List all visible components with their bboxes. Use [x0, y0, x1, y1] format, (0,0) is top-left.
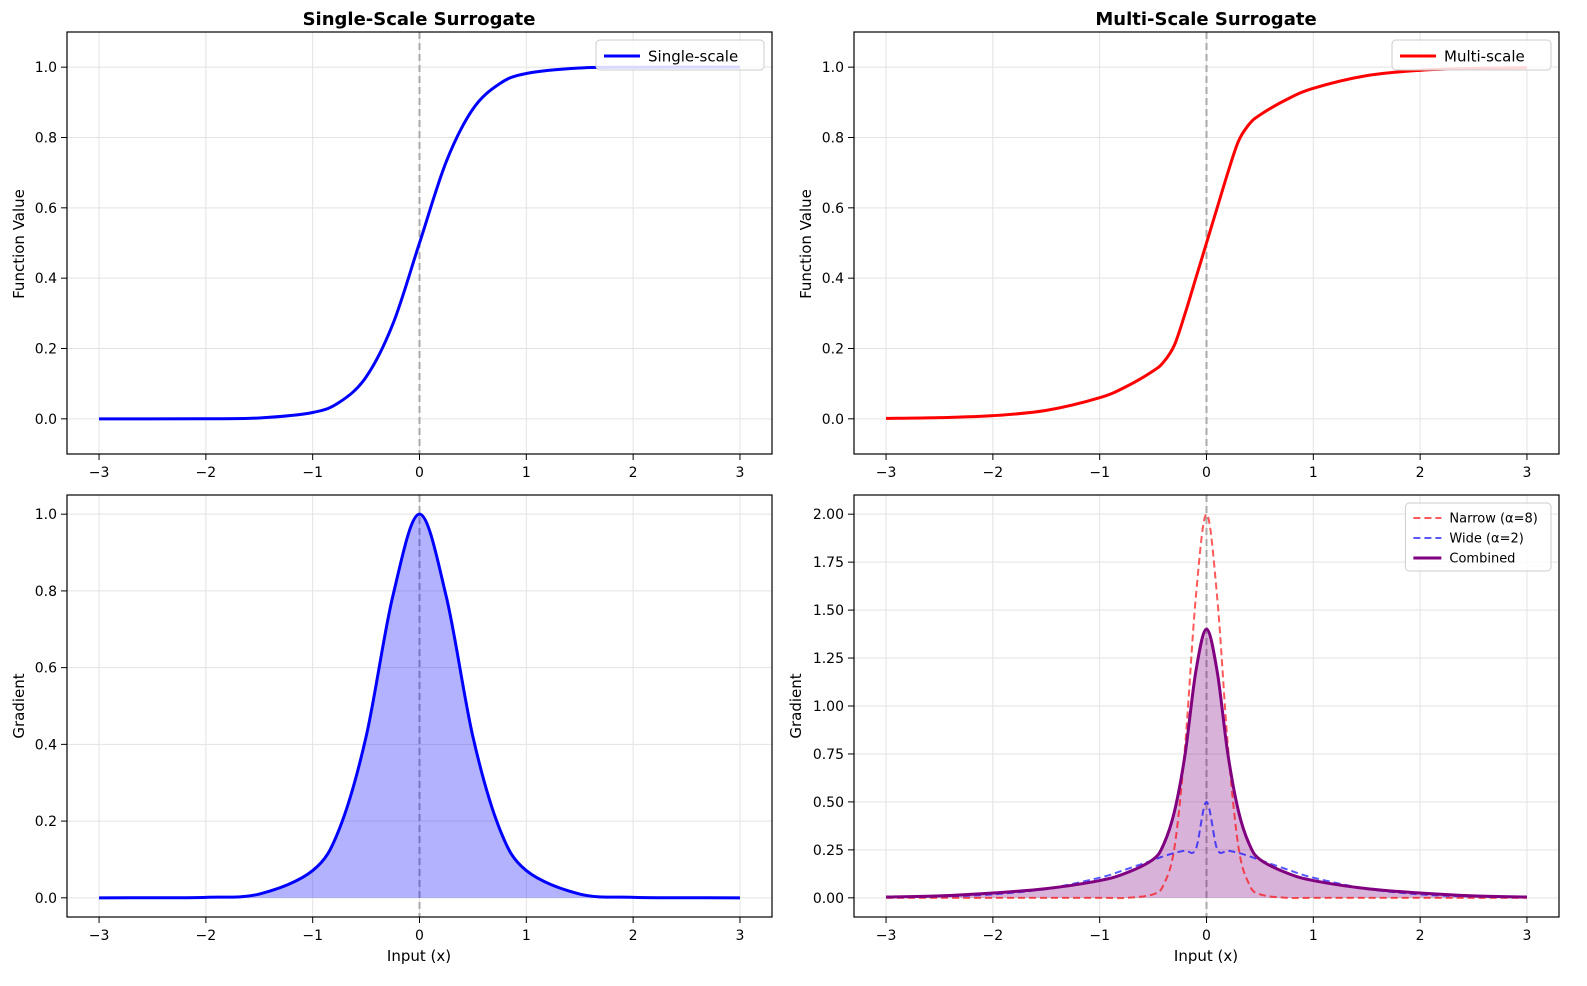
y-axis-label: Function Value [10, 189, 28, 299]
legend-label: Wide (α=2) [1449, 532, 1523, 547]
series-line-0 [99, 65, 740, 421]
x-tick-label: 2 [629, 928, 638, 944]
x-axis-label: Input (x) [1174, 947, 1238, 965]
y-tick-label: 0.0 [822, 412, 844, 428]
series-line-2 [886, 627, 1527, 899]
y-tick-label: 0.2 [822, 342, 844, 358]
y-tick-label: 0.6 [822, 201, 844, 217]
x-tick-label: 0 [415, 465, 424, 481]
x-tick-label: 1 [522, 465, 531, 481]
x-tick-label: −1 [302, 928, 323, 944]
panel-multi-scale-gradient: Gradient Input (x) −3 −2 −1 0 1 2 3 0.00 0.25 0.5… [787, 494, 1560, 965]
x-tick-label: 1 [522, 928, 531, 944]
y-tick-label: 1.0 [822, 60, 844, 76]
x-tick-label: −3 [89, 928, 110, 944]
y-tick-label: 2.00 [813, 507, 844, 523]
panel-multi-scale-function: Multi-Scale Surrogate Function Value −3 −… [797, 9, 1560, 481]
y-axis-label: Gradient [10, 673, 28, 738]
x-tick-label: −1 [302, 465, 323, 481]
plot-area [886, 513, 1527, 900]
y-tick-label: 0.50 [813, 795, 844, 811]
x-axis-label: Input (x) [387, 947, 451, 965]
legend: Single-scale [595, 39, 765, 71]
y-tick-label: 0.2 [35, 814, 57, 830]
legend-label: Single-scale [648, 47, 738, 65]
y-tick-label: 1.25 [813, 651, 844, 667]
x-tick-label: 2 [629, 465, 638, 481]
x-tick-label: 3 [735, 465, 744, 481]
x-tick-label: 3 [1522, 928, 1531, 944]
x-tick-label: 2 [1416, 928, 1425, 944]
y-axis-label: Gradient [787, 673, 805, 738]
y-tick-label: 1.0 [35, 507, 57, 523]
y-tick-label: 0.00 [813, 891, 844, 907]
legend-box [595, 39, 765, 71]
x-tick-label: 1 [1309, 928, 1318, 944]
x-tick-label: 0 [415, 928, 424, 944]
legend-label: Multi-scale [1444, 47, 1525, 65]
y-tick-label: 0.8 [822, 131, 844, 147]
y-tick-label: 0.6 [35, 661, 57, 677]
legend: Narrow (α=8) Wide (α=2) Combined [1404, 502, 1552, 572]
legend-label: Narrow (α=8) [1449, 512, 1537, 527]
series-line-1 [886, 800, 1527, 899]
y-tick-label: 0.25 [813, 843, 844, 859]
y-axis-label: Function Value [797, 189, 815, 299]
y-tick-label: 0.4 [35, 737, 57, 753]
x-tick-label: −2 [196, 928, 217, 944]
plot-area [99, 512, 740, 900]
x-tick-label: −2 [196, 465, 217, 481]
x-tick-label: 3 [735, 928, 744, 944]
x-tick-label: −2 [983, 928, 1004, 944]
y-tick-label: 0.4 [35, 271, 57, 287]
x-tick-label: −3 [876, 465, 897, 481]
panel-single-scale-function: Single-Scale Surrogate Function Value −3… [10, 9, 773, 481]
x-tick-label: 3 [1522, 465, 1531, 481]
x-tick-label: −1 [1089, 465, 1110, 481]
x-tick-label: −2 [983, 465, 1004, 481]
x-tick-label: −3 [89, 465, 110, 481]
plot-area [886, 66, 1527, 420]
panel-title: Single-Scale Surrogate [303, 9, 536, 30]
series-fill-area [886, 629, 1527, 898]
y-tick-label: 0.0 [35, 412, 57, 428]
x-tick-label: 1 [1309, 465, 1318, 481]
legend-box [1404, 502, 1552, 572]
y-tick-label: 0.8 [35, 131, 57, 147]
panel-title: Multi-Scale Surrogate [1095, 9, 1316, 30]
series-line-0 [99, 512, 740, 900]
x-tick-label: 0 [1202, 465, 1211, 481]
plot-area [99, 65, 740, 421]
series-line-0 [886, 513, 1527, 900]
legend-box [1391, 39, 1552, 71]
legend: Multi-scale [1391, 39, 1552, 71]
y-tick-label: 0.6 [35, 201, 57, 217]
y-tick-label: 1.00 [813, 699, 844, 715]
series-line-0 [886, 66, 1527, 420]
x-tick-label: 0 [1202, 928, 1211, 944]
y-tick-label: 1.75 [813, 555, 844, 571]
y-tick-label: 0.2 [35, 342, 57, 358]
x-tick-label: 2 [1416, 465, 1425, 481]
y-tick-label: 1.50 [813, 603, 844, 619]
y-tick-label: 0.75 [813, 747, 844, 763]
series-fill-area [99, 514, 740, 898]
x-tick-label: −1 [1089, 928, 1110, 944]
panel-single-scale-gradient: Gradient Input (x) −3 −2 −1 0 1 2 3 0.0 0.2 0.4 0.… [10, 494, 773, 965]
y-tick-label: 0.4 [822, 271, 844, 287]
y-tick-label: 1.0 [35, 60, 57, 76]
y-tick-label: 0.0 [35, 891, 57, 907]
y-tick-label: 0.8 [35, 584, 57, 600]
legend-label: Combined [1449, 552, 1515, 567]
x-tick-label: −3 [876, 928, 897, 944]
